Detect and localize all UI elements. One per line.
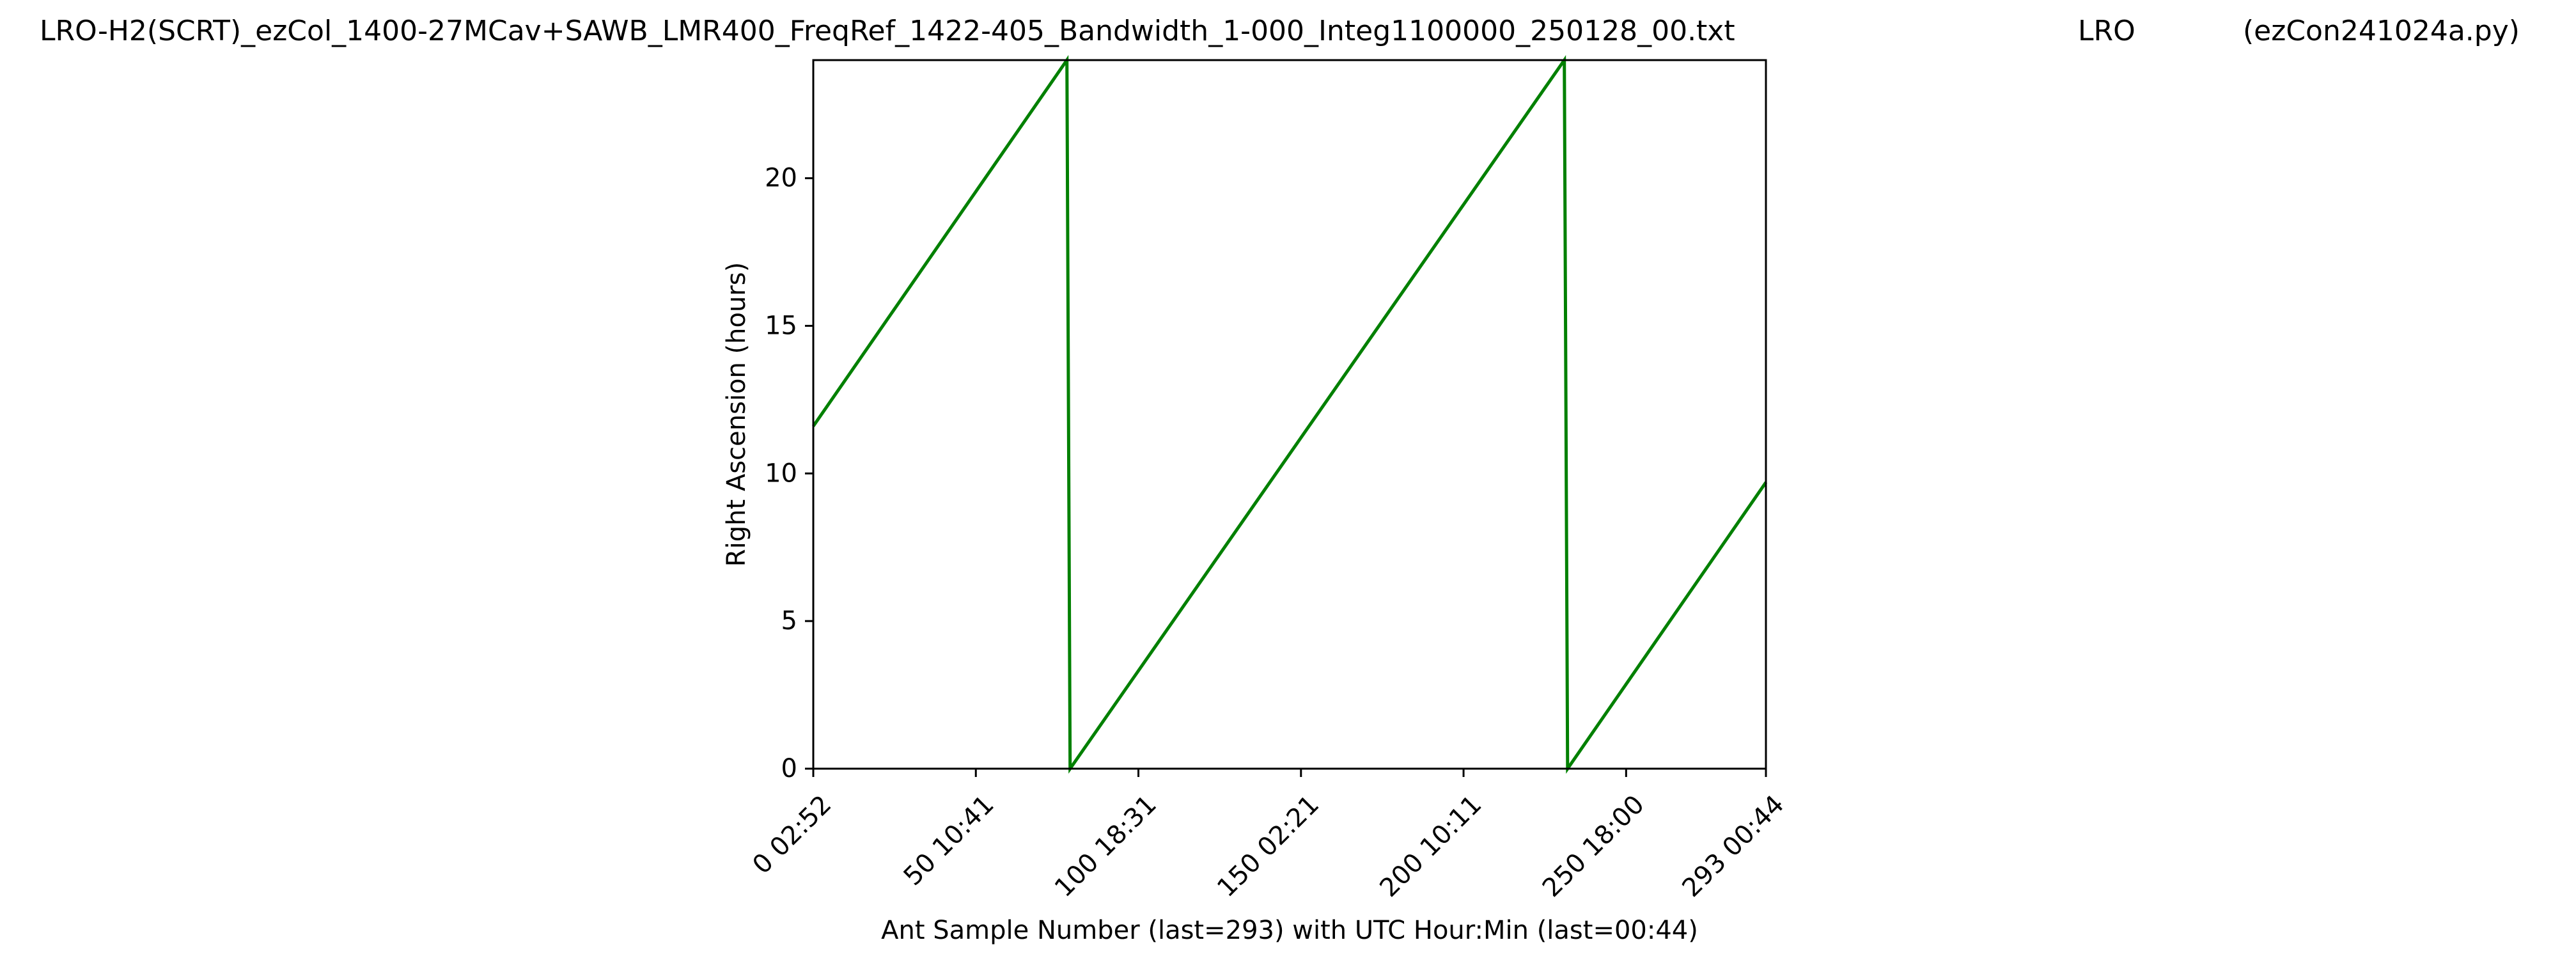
x-axis-label: Ant Sample Number (last=293) with UTC Ho… [881,916,1698,945]
y-tick-label: 5 [781,606,797,636]
x-tick-label: 50 10:41 [898,790,1000,891]
y-tick-label: 0 [781,754,797,783]
series-line-0 [811,55,1768,774]
y-tick-label: 20 [765,164,797,193]
y-tick-label: 15 [765,311,797,341]
y-axis-label: Right Ascension (hours) [722,262,751,567]
x-axis-ticks: 0 02:52 50 10:41 100 18:31 150 02:21 200 10:… [747,769,1790,903]
header-filename: LRO-H2(SCRT)_ezCol_1400-27MCav+SAWB_LMR4… [40,15,1735,47]
x-tick-label: 0 02:52 [747,790,837,880]
header-site: LRO [2078,15,2135,47]
x-tick-label: 293 00:44 [1676,790,1790,903]
y-tick-label: 10 [765,459,797,488]
x-tick-label: 200 10:11 [1374,790,1487,903]
x-tick-label: 150 02:21 [1212,790,1325,903]
plot-area: 0 5 10 15 20 0 02:52 50 10:41 100 18:31 150 02:… [747,55,1790,903]
x-tick-label: 100 18:31 [1049,790,1162,903]
y-axis-ticks: 0 5 10 15 20 [765,164,813,783]
axes-frame [812,59,1767,770]
x-tick-label: 250 18:00 [1537,790,1650,903]
header-program: (ezCon241024a.py) [2243,15,2520,47]
